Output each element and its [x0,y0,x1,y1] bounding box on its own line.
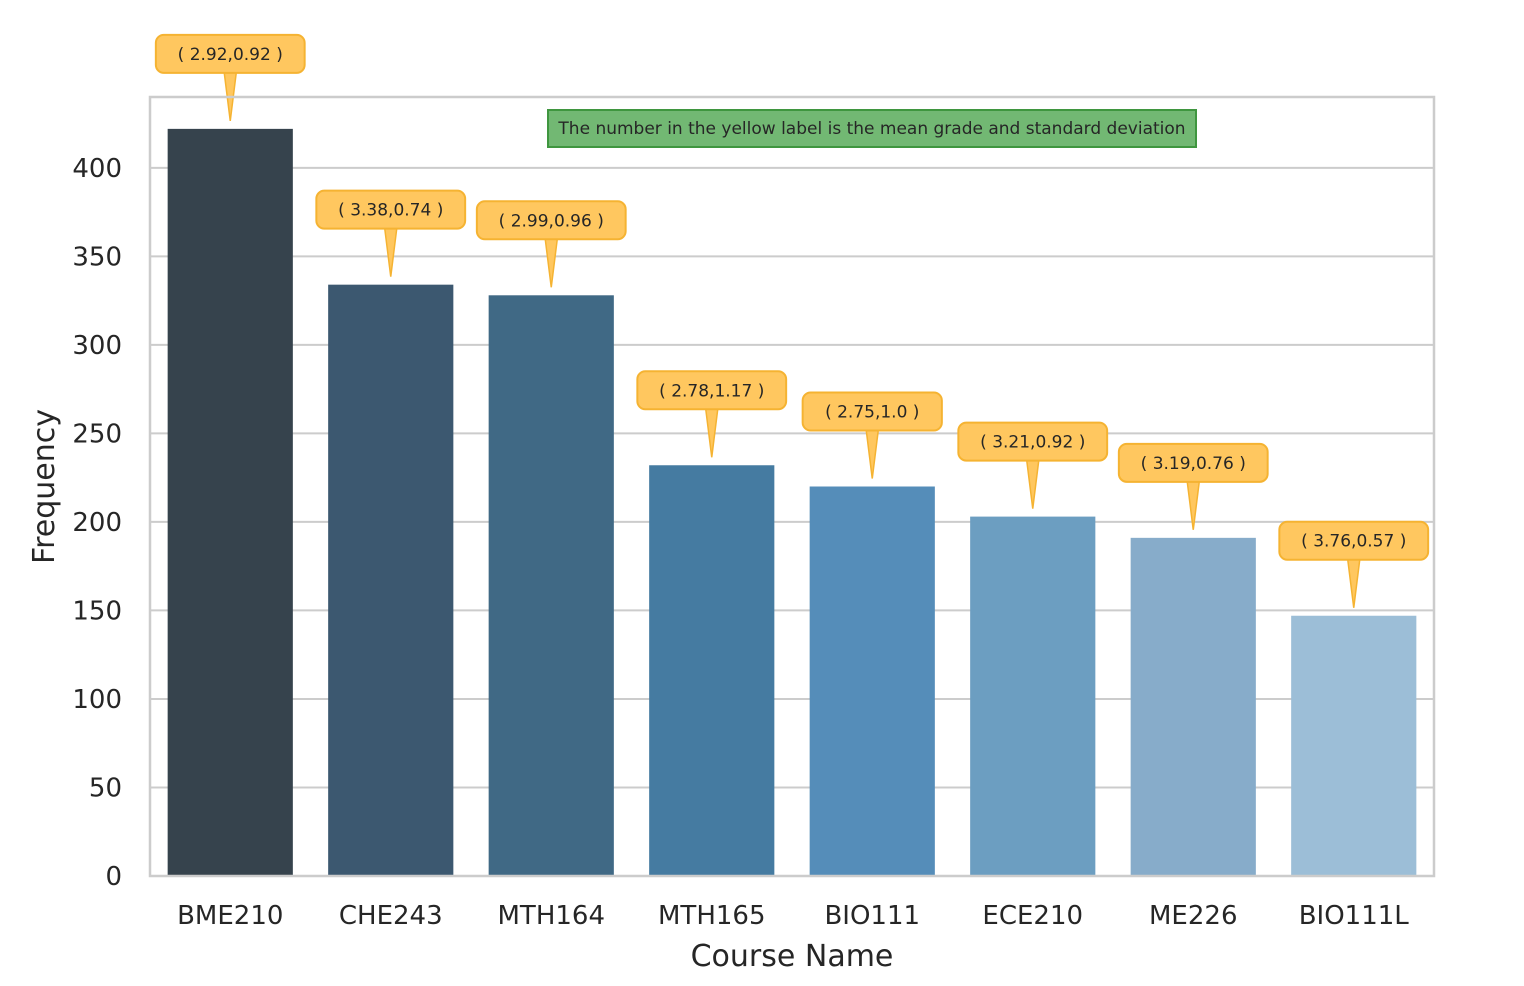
bar [649,465,775,876]
annotation-box [1278,520,1430,561]
annotation-pointer [865,429,880,479]
bar [1291,615,1417,876]
x-tick-label: BIO111L [1299,901,1410,931]
bar [167,128,293,877]
annotation-box [957,421,1109,462]
bar [809,486,935,876]
y-tick-label: 200 [72,508,122,538]
y-tick-label: 50 [89,773,122,803]
annotation-pointer [1025,459,1040,509]
bar [488,295,614,877]
annotation-box [475,200,627,241]
y-tick-label: 0 [105,862,122,892]
x-tick-label: BIO111 [824,901,920,931]
y-axis-label: Frequency [27,409,62,564]
annotation-pointer [544,238,559,288]
y-tick-label: 350 [72,242,122,272]
note-box [547,109,1197,148]
annotation-label: ( 3.21,0.92 ) [980,433,1085,453]
annotation-box [315,189,467,230]
bar [970,516,1096,876]
x-tick-label: ECE210 [982,901,1083,931]
y-tick-label: 250 [72,419,122,449]
annotation-label: ( 2.75,1.0 ) [825,403,919,423]
x-axis-label: Course Name [691,939,894,974]
bar [328,284,454,876]
y-tick-label: 100 [72,685,122,715]
annotations: ( 2.92,0.92 ) ( 3.38,0.74 ) ( 2.99,0.96 ) (… [154,33,1430,608]
x-tick-label: MTH164 [498,901,606,931]
plot-frame [148,95,1436,878]
x-tick-label: CHE243 [339,901,443,931]
annotation-label: ( 3.76,0.57 ) [1301,532,1406,552]
annotation-box [801,391,943,432]
x-tick-label: ME226 [1149,901,1238,931]
y-tick-label: 400 [72,154,122,184]
annotation-label: ( 2.99,0.96 ) [499,211,604,231]
y-axis-ticks: 0 50 100 150 200 250 300 350 400 [72,154,122,892]
y-tick-label: 300 [72,331,122,361]
annotation-label: ( 2.78,1.17 ) [659,381,764,401]
y-tick-label: 150 [72,596,122,626]
annotation-label: ( 3.19,0.76 ) [1141,454,1246,474]
annotation-label: ( 2.92,0.92 ) [178,45,283,65]
bar [1130,537,1256,876]
x-tick-label: BME210 [177,901,283,931]
bars [167,128,1417,877]
legend-note: The number in the yellow label is the me… [547,109,1197,148]
annotation-label: ( 3.38,0.74 ) [338,201,443,221]
x-tick-label: MTH165 [658,901,766,931]
annotation-box [154,33,306,74]
annotation-box [636,370,788,411]
x-axis-ticks: BME210 CHE243 MTH164 MTH165 BIO111 ECE210 ME22… [177,901,1409,931]
annotation-pointer [1346,558,1361,608]
annotation-pointer [383,227,398,277]
annotation-box [1117,442,1269,483]
note-text: The number in the yellow label is the me… [557,119,1185,139]
